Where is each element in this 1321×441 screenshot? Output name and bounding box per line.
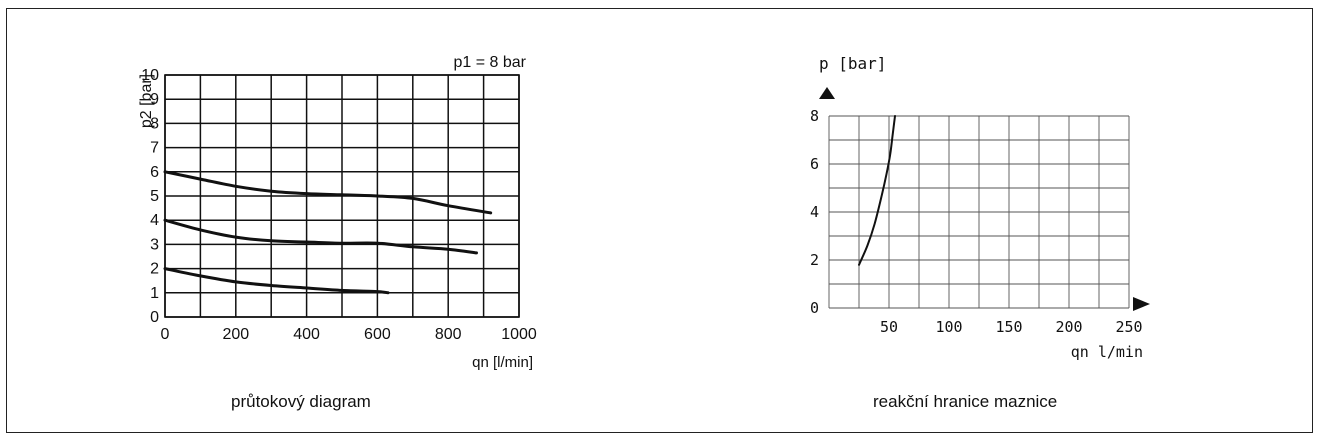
flow-diagram-chart: p1 = 8 bar p2 [bar] qn [l/min] 0 200 400 60… <box>138 54 537 371</box>
y-tick-label: 8 <box>810 107 819 125</box>
y-tick-label: 4 <box>810 203 819 221</box>
chart1-tick-labels: 0 200 400 600 800 1000 0 1 2 3 4 5 6 7 8 9 10 <box>141 67 537 343</box>
chart2-caption: reakční hranice maznice <box>873 392 1058 411</box>
x-tick-label: 200 <box>1055 318 1082 336</box>
x-tick-label: 400 <box>293 326 320 343</box>
x-tick-label: 150 <box>995 318 1022 336</box>
x-tick-label: 200 <box>222 326 249 343</box>
y-tick-label: 7 <box>150 140 159 157</box>
x-tick-label: 50 <box>880 318 898 336</box>
y-tick-label: 5 <box>150 188 159 205</box>
chart1-grid <box>164 74 520 318</box>
y-tick-label: 6 <box>810 155 819 173</box>
chart2-tick-labels: 50 100 150 200 250 0 2 4 6 8 <box>810 107 1143 336</box>
chart2-series <box>858 115 896 266</box>
x-tick-label: 250 <box>1115 318 1142 336</box>
chart1-y-axis-label: p2 [bar] <box>138 74 155 128</box>
lubricator-limit-chart: p [bar] qn l/min 50 100 150 200 250 0 2 4 6 8 <box>810 54 1150 361</box>
series-line-1 <box>858 115 896 266</box>
y-tick-label: 9 <box>150 91 159 108</box>
x-tick-label: 100 <box>935 318 962 336</box>
x-tick-label: 0 <box>161 326 170 343</box>
y-axis-arrow-icon <box>819 87 835 99</box>
chart2-grid <box>828 115 1130 309</box>
chart1-caption: průtokový diagram <box>231 392 371 411</box>
chart2-axis-arrows <box>819 87 1150 311</box>
x-tick-label: 800 <box>435 326 462 343</box>
x-axis-arrow-icon <box>1133 297 1150 311</box>
y-tick-label: 10 <box>141 67 159 84</box>
y-tick-label: 6 <box>150 164 159 181</box>
chart1-annotation: p1 = 8 bar <box>454 54 527 71</box>
y-tick-label: 2 <box>810 251 819 269</box>
series-line-3 <box>163 267 390 295</box>
y-tick-label: 3 <box>150 236 159 253</box>
plot-frame <box>164 74 520 318</box>
y-tick-label: 2 <box>150 261 159 278</box>
y-tick-label: 0 <box>150 309 159 326</box>
chart1-series <box>163 170 493 295</box>
chart2-x-axis-label: qn l/min <box>1071 343 1143 361</box>
chart2-y-axis-label: p [bar] <box>819 54 886 73</box>
y-tick-label: 0 <box>810 299 819 317</box>
series-line-2 <box>163 218 478 255</box>
series-line-1 <box>163 170 493 215</box>
y-tick-label: 8 <box>150 115 159 132</box>
chart1-x-axis-label: qn [l/min] <box>472 354 533 371</box>
y-tick-label: 1 <box>150 285 159 302</box>
y-tick-label: 4 <box>150 212 159 229</box>
x-tick-label: 1000 <box>501 326 537 343</box>
x-tick-label: 600 <box>364 326 391 343</box>
figure-frame: p1 = 8 bar p2 [bar] qn [l/min] 0 200 400 60… <box>6 8 1313 433</box>
